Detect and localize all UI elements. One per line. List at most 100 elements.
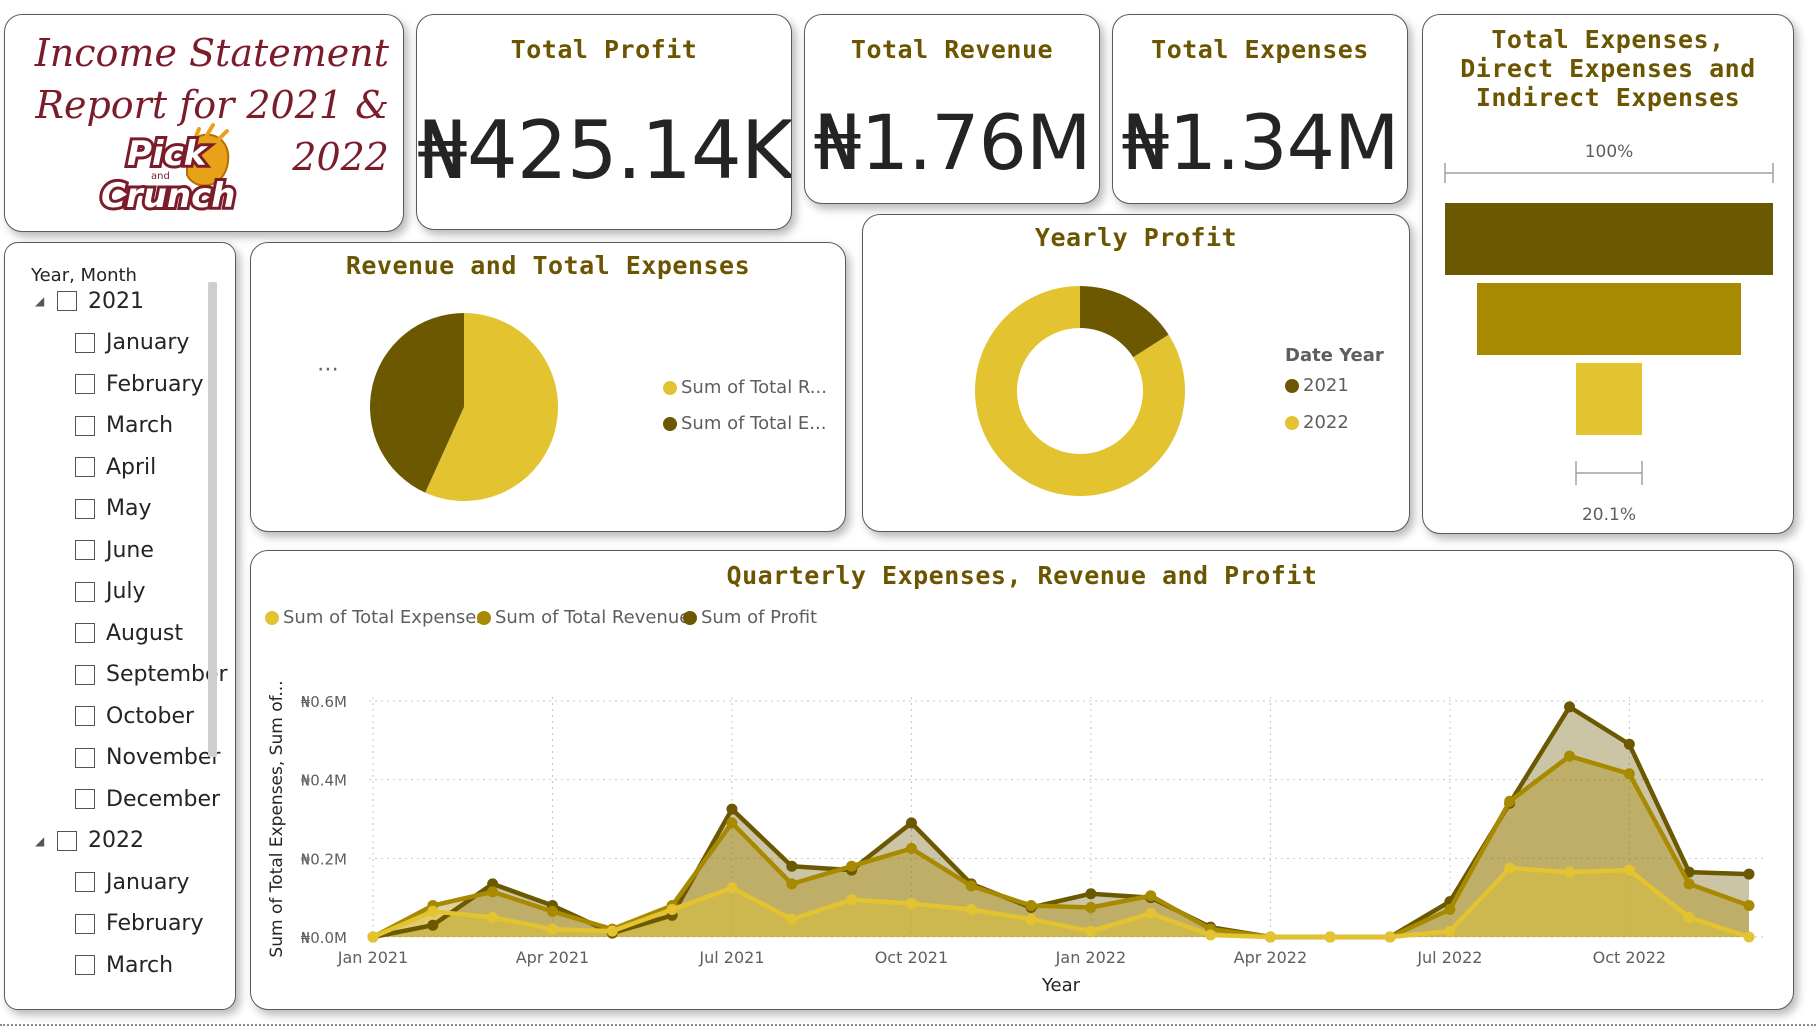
checkbox[interactable] bbox=[75, 540, 95, 560]
slicer-month-november[interactable]: November bbox=[75, 744, 220, 772]
pie-legend-expenses[interactable]: Sum of Total E... bbox=[663, 413, 826, 434]
donut-slice-2021[interactable] bbox=[1080, 286, 1169, 358]
data-point-series-1[interactable] bbox=[1145, 890, 1157, 902]
data-point-series-0[interactable] bbox=[666, 903, 678, 915]
data-point-series-0[interactable] bbox=[846, 894, 858, 906]
data-point-series-0[interactable] bbox=[1683, 911, 1695, 923]
data-point-series-1[interactable] bbox=[1564, 750, 1576, 762]
area-legend-profit[interactable]: Sum of Profit bbox=[683, 607, 817, 628]
yearly-profit-donut[interactable] bbox=[863, 253, 1410, 532]
slicer-month-january[interactable]: January bbox=[75, 868, 189, 896]
slicer-month-january[interactable]: January bbox=[75, 329, 189, 357]
area-legend-revenue[interactable]: Sum of Total Revenue bbox=[477, 607, 690, 628]
slicer-year-2022[interactable]: ◢ 2022 bbox=[35, 827, 144, 855]
checkbox[interactable] bbox=[75, 581, 95, 602]
checkbox[interactable] bbox=[75, 415, 95, 436]
slicer-month-july[interactable]: July bbox=[75, 578, 146, 606]
data-point-series-2[interactable] bbox=[487, 878, 499, 890]
data-point-series-2[interactable] bbox=[427, 919, 439, 931]
slicer-month-april[interactable]: April bbox=[75, 453, 156, 481]
data-point-series-0[interactable] bbox=[546, 923, 558, 935]
data-point-series-1[interactable] bbox=[1085, 902, 1097, 913]
data-point-series-0[interactable] bbox=[786, 913, 798, 925]
donut-legend-2022[interactable]: 2022 bbox=[1285, 412, 1349, 433]
data-point-series-0[interactable] bbox=[1504, 862, 1516, 874]
pie-slice-1[interactable] bbox=[370, 313, 464, 493]
checkbox[interactable] bbox=[75, 623, 95, 643]
slicer-month-march[interactable]: March bbox=[75, 951, 173, 979]
data-point-series-0[interactable] bbox=[1025, 913, 1037, 925]
more-options-icon[interactable]: ⋯ bbox=[317, 357, 340, 382]
data-point-series-1[interactable] bbox=[1743, 900, 1755, 912]
data-point-series-2[interactable] bbox=[786, 860, 798, 872]
checkbox[interactable] bbox=[75, 955, 95, 975]
area-legend-expenses[interactable]: Sum of Total Expenses bbox=[265, 607, 486, 628]
donut-slice-2022[interactable] bbox=[975, 286, 1185, 496]
data-point-series-0[interactable] bbox=[726, 882, 738, 894]
data-point-series-0[interactable] bbox=[905, 898, 917, 910]
expand-triangle-icon[interactable]: ◢ bbox=[35, 294, 45, 308]
pie-legend-revenue[interactable]: Sum of Total R... bbox=[663, 377, 827, 398]
revenue-expenses-pie[interactable] bbox=[251, 283, 846, 532]
data-point-series-1[interactable] bbox=[846, 860, 858, 872]
data-point-series-2[interactable] bbox=[1564, 701, 1576, 713]
checkbox[interactable] bbox=[57, 291, 77, 311]
donut-legend-2021[interactable]: 2021 bbox=[1285, 375, 1349, 396]
data-point-series-0[interactable] bbox=[427, 905, 439, 917]
checkbox[interactable] bbox=[75, 747, 95, 768]
data-point-series-0[interactable] bbox=[487, 911, 499, 923]
slicer-month-september[interactable]: September bbox=[75, 661, 228, 689]
checkbox[interactable] bbox=[75, 374, 95, 394]
slicer-year-2021[interactable]: ◢ 2021 bbox=[35, 287, 144, 315]
data-point-series-2[interactable] bbox=[1743, 868, 1755, 880]
data-point-series-2[interactable] bbox=[726, 803, 738, 815]
data-point-series-1[interactable] bbox=[1683, 878, 1695, 890]
slicer-month-march[interactable]: March bbox=[75, 412, 173, 440]
slicer-month-may[interactable]: May bbox=[75, 495, 151, 523]
funnel-chart[interactable]: 100% 20.1% bbox=[1423, 115, 1794, 534]
checkbox[interactable] bbox=[75, 706, 95, 726]
quarterly-area-chart[interactable]: ₦0.0M ₦0.2M ₦0.4M ₦0.6M Jan 2021 Apr 2021 Jul … bbox=[251, 637, 1794, 1007]
data-point-series-1[interactable] bbox=[965, 880, 977, 892]
data-point-series-0[interactable] bbox=[1384, 931, 1396, 943]
checkbox[interactable] bbox=[75, 498, 95, 519]
data-point-series-0[interactable] bbox=[1564, 866, 1576, 878]
data-point-series-0[interactable] bbox=[965, 903, 977, 915]
data-point-series-1[interactable] bbox=[487, 886, 499, 898]
data-point-series-0[interactable] bbox=[1205, 929, 1217, 941]
data-point-series-1[interactable] bbox=[1444, 903, 1456, 915]
slicer-month-august[interactable]: August bbox=[75, 619, 183, 647]
slicer-month-february[interactable]: February bbox=[75, 370, 204, 398]
data-point-series-1[interactable] bbox=[1623, 768, 1635, 780]
data-point-series-2[interactable] bbox=[1623, 738, 1635, 750]
pie-slice-0[interactable] bbox=[425, 313, 558, 501]
checkbox[interactable] bbox=[75, 332, 95, 353]
data-point-series-0[interactable] bbox=[1264, 931, 1276, 943]
checkbox[interactable] bbox=[75, 664, 95, 685]
slicer-month-june[interactable]: June bbox=[75, 536, 154, 564]
data-point-series-0[interactable] bbox=[1145, 907, 1157, 919]
data-point-series-1[interactable] bbox=[726, 817, 738, 829]
data-point-series-2[interactable] bbox=[905, 817, 917, 829]
data-point-series-1[interactable] bbox=[1504, 795, 1516, 807]
data-point-series-1[interactable] bbox=[905, 843, 917, 854]
checkbox[interactable] bbox=[75, 789, 95, 809]
checkbox[interactable] bbox=[75, 872, 95, 892]
data-point-series-0[interactable] bbox=[1324, 931, 1336, 943]
data-point-series-1[interactable] bbox=[1025, 900, 1037, 912]
data-point-series-1[interactable] bbox=[786, 878, 798, 890]
expand-triangle-icon[interactable]: ◢ bbox=[35, 833, 45, 848]
area-line-series-1[interactable] bbox=[371, 753, 1750, 940]
checkbox[interactable] bbox=[75, 457, 95, 477]
area-line-series-0[interactable] bbox=[372, 865, 1750, 940]
slicer-month-december[interactable]: December bbox=[75, 785, 220, 813]
data-point-series-1[interactable] bbox=[546, 905, 558, 917]
data-point-series-0[interactable] bbox=[1623, 864, 1635, 876]
data-point-series-0[interactable] bbox=[1743, 931, 1755, 943]
slicer-scrollbar[interactable] bbox=[208, 282, 217, 757]
slicer-month-october[interactable]: October bbox=[75, 702, 194, 730]
slicer-month-february[interactable]: February bbox=[75, 910, 204, 938]
checkbox[interactable] bbox=[75, 913, 95, 934]
data-point-series-0[interactable] bbox=[1444, 925, 1456, 937]
data-point-series-0[interactable] bbox=[1085, 925, 1097, 937]
